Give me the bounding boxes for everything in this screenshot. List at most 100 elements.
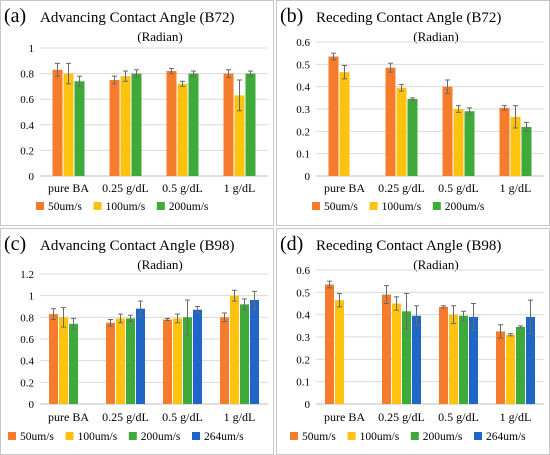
chart-subtitle: (Radian) (137, 29, 182, 44)
category-label: pure BA (48, 181, 89, 195)
chart-title: Receding Contact Angle (B72) (316, 10, 501, 26)
bar (183, 317, 192, 404)
bar (506, 334, 515, 404)
legend-label: 50um/s (302, 431, 336, 443)
category-label: 0.25 g/dL (102, 410, 149, 424)
y-tick-label: 1 (29, 43, 35, 55)
legend-label: 50um/s (324, 201, 358, 213)
legend-label: 50um/s (20, 431, 54, 443)
legend-swatch (36, 202, 44, 210)
bar (402, 311, 411, 404)
y-tick-label: 0 (29, 399, 35, 411)
y-tick-label: 0.2 (296, 354, 310, 366)
category-label: pure BA (324, 410, 365, 424)
bar (106, 322, 115, 404)
bar (392, 303, 401, 404)
panel-letter: (b) (280, 5, 303, 27)
y-tick-label: 1.2 (20, 269, 34, 281)
bar (396, 87, 407, 176)
y-tick-label: 0.3 (296, 104, 310, 116)
y-tick-label: 0 (305, 171, 311, 183)
bar (339, 72, 350, 176)
bar (166, 71, 177, 176)
legend-swatch (8, 432, 16, 440)
chart-title: Advancing Contact Angle (B98) (40, 238, 235, 254)
y-tick-label: 0.5 (296, 287, 310, 299)
category-label: 0.5 g/dL (162, 181, 203, 195)
bar (453, 109, 464, 176)
bar (136, 308, 145, 404)
legend-swatch (312, 202, 320, 210)
chart-title: Advancing Contact Angle (B72) (40, 10, 235, 26)
bar (120, 76, 131, 176)
bar (59, 317, 68, 404)
category-label: 0.25 g/dL (378, 410, 425, 424)
bar (109, 80, 120, 176)
y-tick-label: 0.4 (296, 310, 310, 322)
category-label: 1 g/dL (224, 181, 256, 195)
panel-letter: (a) (4, 5, 26, 27)
bar (220, 317, 229, 404)
legend-swatch (474, 432, 482, 440)
bar (459, 315, 468, 404)
bar (325, 284, 334, 404)
legend-label: 200um/s (423, 431, 463, 443)
y-tick-label: 1 (29, 291, 35, 303)
bar (63, 73, 74, 176)
bar (526, 316, 535, 404)
category-label: 0.25 g/dL (102, 181, 149, 195)
y-tick-label: 0.4 (20, 356, 34, 368)
chart-panel: (c) Advancing Contact Angle (B98) (Radian)… (0, 228, 274, 455)
y-tick-label: 0 (29, 171, 35, 183)
bar (126, 318, 135, 404)
y-tick-label: 0.4 (20, 120, 34, 132)
legend-label: 200um/s (445, 201, 485, 213)
chart-subtitle: (Radian) (413, 29, 458, 44)
bar (230, 295, 239, 404)
legend-label: 200um/s (169, 201, 209, 213)
panel-letter: (d) (280, 233, 303, 255)
category-label: 0.25 g/dL (378, 181, 425, 195)
bar (173, 318, 182, 404)
legend-swatch (410, 432, 419, 440)
legend-label: 264um/s (204, 431, 244, 443)
bar (131, 73, 142, 176)
legend-label: 100um/s (106, 201, 146, 213)
category-label: 0.5 g/dL (438, 410, 479, 424)
y-tick-label: 0.6 (296, 37, 310, 49)
legend-swatch (156, 202, 165, 210)
bar (335, 300, 344, 404)
bar (234, 95, 245, 176)
legend-label: 50um/s (48, 201, 82, 213)
bar (163, 319, 172, 404)
bar (250, 300, 259, 404)
bar (188, 73, 199, 176)
legend-swatch (432, 202, 441, 210)
legend-swatch (128, 432, 137, 440)
bar (442, 86, 453, 176)
y-tick-label: 0.5 (296, 59, 310, 71)
bar (193, 309, 202, 404)
legend-label: 100um/s (382, 201, 422, 213)
legend-label: 100um/s (360, 431, 400, 443)
category-label: 0.5 g/dL (162, 410, 203, 424)
bar (240, 304, 249, 404)
y-tick-label: 0.8 (20, 69, 34, 81)
legend-swatch (192, 432, 200, 440)
bar (496, 331, 505, 404)
chart-subtitle: (Radian) (137, 257, 182, 272)
category-label: 0.5 g/dL (438, 181, 479, 195)
y-tick-label: 0.6 (20, 94, 34, 106)
y-tick-label: 0.4 (296, 82, 310, 94)
chart-panel: (d) Receding Contact Angle (B98) (Radian) 0… (276, 228, 550, 455)
y-tick-label: 0.6 (296, 265, 310, 277)
chart-subtitle: (Radian) (413, 257, 458, 272)
bar (69, 323, 78, 404)
bar (449, 314, 458, 404)
bar (385, 67, 396, 176)
legend-label: 264um/s (486, 431, 526, 443)
bar (464, 111, 475, 176)
legend-swatch (65, 432, 74, 440)
bar (328, 56, 339, 177)
legend-swatch (290, 432, 298, 440)
